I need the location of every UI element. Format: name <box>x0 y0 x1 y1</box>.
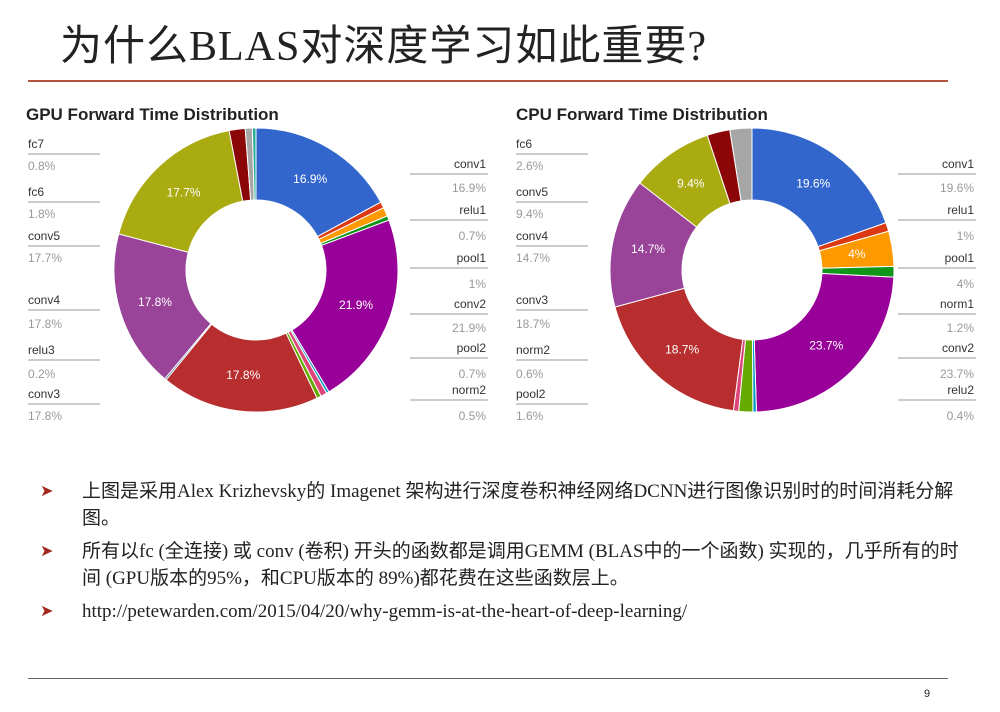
pie-slice-conv3 <box>614 287 744 412</box>
callout-label: norm1 <box>940 297 974 311</box>
callout-pct: 9.4% <box>516 207 544 221</box>
slice-label: 21.9% <box>339 298 373 312</box>
callout-pct: 0.4% <box>947 409 975 423</box>
callout-label: relu1 <box>947 203 974 217</box>
bullet-text: 上图是采用Alex Krizhevsky的 Imagenet 架构进行深度卷积神… <box>82 481 954 529</box>
slice-label: 23.7% <box>809 339 843 353</box>
callout-pct: 21.9% <box>452 321 486 335</box>
chart-title: CPU Forward Time Distribution <box>516 105 768 124</box>
callout-pct: 0.6% <box>516 367 544 381</box>
callout-label: conv2 <box>942 341 974 355</box>
callout-pct: 2.6% <box>516 159 544 173</box>
callout-label: norm2 <box>452 383 486 397</box>
callout-label: relu3 <box>28 343 55 357</box>
pie-slice-conv3 <box>165 323 318 413</box>
bullet-list: ➤ 上图是采用Alex Krizhevsky的 Imagenet 架构进行深度卷… <box>40 478 970 631</box>
callout-pct: 1% <box>957 229 975 243</box>
callout-label: pool2 <box>516 387 546 401</box>
pie-slice-conv4 <box>113 233 212 380</box>
chart-0: GPU Forward Time Distribution 16.9% 21.9% 1… <box>26 105 488 423</box>
callout-pct: 17.8% <box>28 317 62 331</box>
chart-1: CPU Forward Time Distribution 19.6% 4% 23.7… <box>516 105 976 423</box>
slide-title: 为什么BLAS对深度学习如此重要? <box>60 24 708 70</box>
callout-pct: 1.6% <box>516 409 544 423</box>
callout-label: conv1 <box>942 157 974 171</box>
callout-label: conv1 <box>454 157 486 171</box>
callout-label: pool1 <box>945 251 975 265</box>
bullet-item: ➤ 上图是采用Alex Krizhevsky的 Imagenet 架构进行深度卷… <box>40 478 970 532</box>
pie-slice-conv1 <box>751 127 887 248</box>
callout-pct: 17.8% <box>28 409 62 423</box>
slice-label: 18.7% <box>665 343 699 357</box>
callout-label: fc6 <box>28 185 44 199</box>
callout-label: relu1 <box>459 203 486 217</box>
slice-label: 17.7% <box>167 186 201 200</box>
callout-pct: 0.2% <box>28 367 56 381</box>
slice-label: 19.6% <box>796 176 830 190</box>
pie-slice-other <box>729 127 753 202</box>
callout-label: fc6 <box>516 137 532 151</box>
callout-pct: 0.7% <box>459 367 487 381</box>
slice-label: 4% <box>848 247 866 261</box>
callout-label: relu2 <box>947 383 974 397</box>
callout-label: conv3 <box>28 387 60 401</box>
callout-label: conv4 <box>516 229 548 243</box>
callout-label: conv4 <box>28 293 60 307</box>
bullet-arrow-icon: ➤ <box>40 483 54 500</box>
callout-label: fc7 <box>28 137 44 151</box>
slice-label: 17.8% <box>138 295 172 309</box>
callout-label: conv2 <box>454 297 486 311</box>
bullet-arrow-icon: ➤ <box>40 543 54 560</box>
slice-label: 17.8% <box>226 368 260 382</box>
callout-pct: 18.7% <box>516 317 550 331</box>
source-link[interactable]: http://petewarden.com/2015/04/20/why-gem… <box>82 601 688 622</box>
bullet-item: ➤ http://petewarden.com/2015/04/20/why-g… <box>40 598 970 625</box>
pie-slice-conv5 <box>118 129 244 253</box>
callout-pct: 4% <box>957 277 975 291</box>
bullet-text: 所有以fc (全连接) 或 conv (卷积) 开头的函数都是调用GEMM (B… <box>82 541 959 589</box>
callout-label: conv5 <box>516 185 548 199</box>
pie-slice-conv1 <box>255 127 382 238</box>
callout-label: pool1 <box>457 251 487 265</box>
callout-pct: 1.8% <box>28 207 56 221</box>
slice-label: 9.4% <box>677 176 705 190</box>
bullet-arrow-icon: ➤ <box>40 603 54 620</box>
pie-slice-conv2 <box>753 272 895 413</box>
callout-pct: 23.7% <box>940 367 974 381</box>
page-number: 9 <box>924 688 931 700</box>
callout-pct: 1.2% <box>947 321 975 335</box>
callout-pct: 14.7% <box>516 251 550 265</box>
callout-pct: 19.6% <box>940 181 974 195</box>
pie-slice-conv2 <box>291 219 399 393</box>
callout-pct: 0.8% <box>28 159 56 173</box>
chart-title: GPU Forward Time Distribution <box>26 105 279 124</box>
footer-divider <box>28 678 948 679</box>
title-divider <box>28 80 948 82</box>
callout-label: conv3 <box>516 293 548 307</box>
callout-label: pool2 <box>457 341 487 355</box>
callout-pct: 0.5% <box>459 409 487 423</box>
callout-label: norm2 <box>516 343 550 357</box>
slice-label: 16.9% <box>293 172 327 186</box>
callout-pct: 0.7% <box>459 229 487 243</box>
slice-label: 14.7% <box>631 242 665 256</box>
bullet-item: ➤ 所有以fc (全连接) 或 conv (卷积) 开头的函数都是调用GEMM … <box>40 538 970 592</box>
callout-label: conv5 <box>28 229 60 243</box>
callout-pct: 16.9% <box>452 181 486 195</box>
callout-pct: 17.7% <box>28 251 62 265</box>
callout-pct: 1% <box>469 277 487 291</box>
charts-area: GPU Forward Time Distribution 16.9% 21.9% 1… <box>26 105 976 423</box>
pie-slice-other <box>251 127 257 201</box>
